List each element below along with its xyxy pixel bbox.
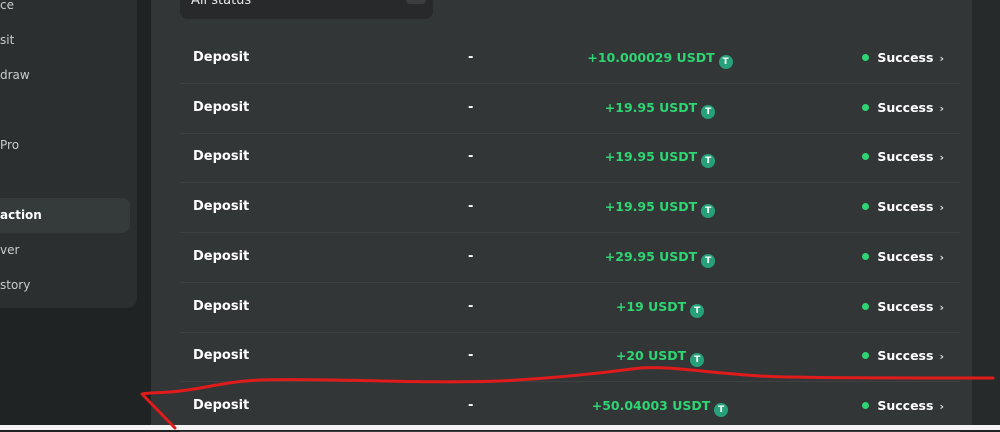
amount-text: +19.95 USDT (604, 199, 698, 215)
sidebar-item-deposit[interactable]: sit (0, 33, 15, 47)
transaction-status: Success › (862, 348, 944, 363)
status-text: Success (877, 199, 934, 215)
status-dot-icon (862, 103, 870, 111)
transaction-row[interactable]: Deposit - +19.95 USDT T Success › (180, 183, 960, 234)
transaction-amount: +10.000029 USDT T (520, 50, 800, 69)
tether-icon: T (714, 402, 729, 417)
page-bottom-edge (0, 425, 1000, 430)
tether-icon: T (690, 303, 705, 318)
transaction-status: Success › (862, 149, 944, 164)
transaction-type: Deposit (193, 298, 250, 314)
status-dot-icon (862, 153, 870, 161)
transaction-amount: +19 USDT T (520, 299, 800, 318)
transaction-detail: - (468, 50, 474, 65)
status-dot-icon (862, 252, 870, 260)
chevron-right-icon[interactable]: › (939, 151, 944, 165)
status-filter-value: All status (191, 0, 252, 8)
transaction-row[interactable]: Deposit - +10.000029 USDT T Success › (180, 34, 960, 84)
status-dot-icon (862, 401, 870, 409)
tether-icon: T (701, 204, 716, 219)
transaction-status: Success › (862, 100, 944, 115)
scroll-area (972, 0, 1000, 425)
sidebar-item-pro[interactable]: Pro (0, 138, 20, 152)
transaction-detail: - (468, 298, 474, 314)
transaction-amount: +50.04003 USDT T (520, 398, 800, 417)
transaction-type: Deposit (193, 99, 250, 115)
transaction-detail: - (468, 248, 474, 264)
transaction-detail: - (468, 199, 474, 215)
status-filter-select[interactable]: All status ⌄ (180, 0, 433, 19)
tether-icon: T (701, 104, 716, 119)
transaction-type: Deposit (193, 348, 250, 364)
transaction-type: Deposit (193, 50, 250, 65)
transaction-row[interactable]: Deposit - +20 USDT T Success › (180, 332, 960, 383)
amount-text: +10.000029 USDT (587, 50, 715, 65)
amount-text: +50.04003 USDT (591, 397, 711, 413)
transaction-status: Success › (862, 199, 944, 214)
transaction-amount: +20 USDT T (520, 348, 800, 368)
transaction-detail: - (468, 348, 474, 364)
transaction-status: Success › (862, 299, 944, 314)
transaction-status: Success › (862, 50, 944, 65)
tether-icon: T (718, 55, 733, 69)
chevron-right-icon[interactable]: › (939, 350, 944, 364)
sidebar-item-history[interactable]: story (0, 278, 31, 292)
chevron-right-icon[interactable]: › (939, 101, 944, 115)
status-text: Success (877, 248, 934, 264)
chevron-right-icon[interactable]: › (939, 399, 944, 413)
status-text: Success (877, 50, 934, 65)
amount-text: +29.95 USDT (604, 248, 698, 264)
transaction-row[interactable]: Deposit - +29.95 USDT T Success › (180, 233, 960, 283)
chevron-right-icon[interactable]: › (939, 250, 944, 264)
amount-text: +20 USDT (615, 348, 687, 364)
transaction-type: Deposit (193, 149, 250, 165)
status-dot-icon (862, 203, 870, 211)
chevron-right-icon[interactable]: › (939, 300, 944, 314)
status-text: Success (877, 348, 934, 364)
transaction-type: Deposit (193, 397, 250, 413)
status-dot-icon (862, 352, 870, 360)
amount-text: +19 USDT (615, 298, 687, 314)
chevron-down-icon[interactable]: ⌄ (406, 0, 426, 4)
tether-icon: T (701, 253, 716, 268)
transaction-type: Deposit (193, 199, 250, 215)
status-text: Success (877, 298, 934, 314)
status-text: Success (877, 397, 934, 413)
sidebar-item-withdraw[interactable]: draw (0, 68, 30, 82)
transaction-row[interactable]: Deposit - +19.95 USDT T Success › (180, 84, 960, 134)
amount-text: +19.95 USDT (604, 149, 698, 165)
chevron-right-icon[interactable]: › (939, 52, 944, 65)
status-dot-icon (862, 54, 870, 61)
main-panel (151, 0, 972, 425)
transaction-type: Deposit (193, 248, 250, 264)
transaction-detail: - (468, 397, 474, 413)
chevron-right-icon[interactable]: › (939, 201, 944, 215)
status-text: Success (877, 149, 934, 165)
sidebar: ce sit draw Pro action ver story (0, 0, 137, 308)
transaction-amount: +29.95 USDT T (520, 249, 800, 268)
sidebar-item-ver[interactable]: ver (0, 243, 20, 257)
transaction-row[interactable]: Deposit - +19.95 USDT T Success › (180, 133, 960, 184)
transaction-amount: +19.95 USDT T (520, 199, 800, 219)
sidebar-item-balance[interactable]: ce (0, 0, 14, 12)
transaction-status: Success › (862, 249, 944, 264)
transaction-detail: - (468, 99, 474, 115)
transaction-amount: +19.95 USDT T (520, 100, 800, 119)
sidebar-item-transaction[interactable]: action (0, 198, 130, 233)
transaction-status: Success › (862, 398, 944, 413)
tether-icon: T (701, 154, 716, 169)
transaction-row[interactable]: Deposit - +19 USDT T Success › (180, 283, 960, 333)
status-dot-icon (862, 302, 870, 310)
tether-icon: T (690, 353, 705, 368)
transaction-detail: - (468, 149, 474, 165)
transaction-amount: +19.95 USDT T (520, 149, 800, 169)
amount-text: +19.95 USDT (604, 99, 698, 115)
status-text: Success (877, 99, 934, 115)
